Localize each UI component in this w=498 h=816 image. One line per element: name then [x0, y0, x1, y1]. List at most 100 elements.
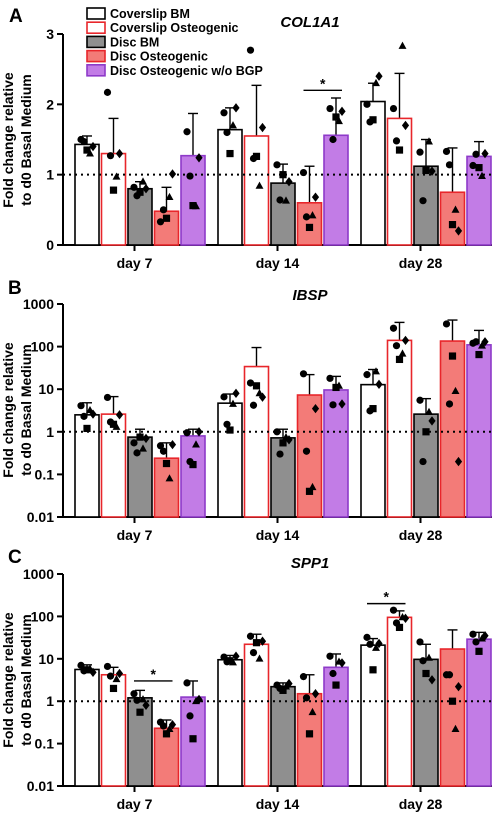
data-point [454, 682, 463, 692]
bar [74, 668, 100, 787]
data-point [89, 141, 97, 152]
data-point [189, 735, 197, 743]
data-point [308, 211, 317, 219]
data-point [389, 324, 398, 332]
data-point [419, 457, 427, 466]
data-point [192, 201, 200, 210]
data-point [472, 150, 480, 158]
bar [296, 394, 323, 518]
data-point [156, 218, 165, 226]
data-point [258, 636, 267, 646]
bar [466, 638, 492, 787]
bar [386, 117, 413, 246]
data-point [338, 106, 346, 117]
data-point [89, 667, 97, 677]
y-tick-label: 1 [46, 424, 54, 440]
legend-swatch [86, 7, 106, 20]
y-tick-label: 100 [31, 608, 55, 624]
data-point [369, 116, 377, 124]
data-point [279, 171, 287, 179]
legend-label: Disc Osteogenic [110, 50, 208, 64]
data-point [416, 638, 424, 646]
data-point [469, 630, 477, 638]
bar [100, 152, 127, 246]
y-tick-label: 2 [46, 96, 54, 112]
data-point [442, 147, 451, 156]
bar [217, 658, 243, 787]
data-point [232, 388, 240, 399]
data-point [162, 214, 171, 222]
data-point [395, 623, 404, 632]
data-point [469, 161, 477, 170]
data-point [223, 420, 231, 428]
chart-title: IBSP [292, 287, 328, 304]
data-point [258, 392, 267, 402]
data-point [332, 681, 340, 689]
data-point [375, 638, 383, 649]
data-point [311, 403, 320, 414]
bar [127, 187, 153, 246]
data-point [442, 320, 451, 328]
data-point [229, 658, 237, 666]
y-axis-label-line: Fold change relative [0, 342, 16, 478]
data-point [106, 152, 115, 160]
data-point [252, 152, 261, 160]
data-point [451, 386, 460, 395]
bar [243, 135, 270, 246]
data-point [445, 400, 454, 408]
data-point [363, 633, 371, 641]
data-point [80, 138, 88, 146]
bar [360, 100, 386, 246]
data-point [109, 186, 118, 194]
data-point [168, 719, 177, 730]
y-axis-label: Fold change relative to d0 Basal Medium [0, 72, 34, 208]
data-point [115, 148, 124, 159]
data-point [112, 674, 121, 683]
data-point [279, 686, 287, 694]
x-tick-label: day 7 [117, 255, 153, 271]
data-point [375, 71, 383, 81]
y-tick-label: 10 [38, 651, 54, 667]
data-point [142, 433, 150, 444]
data-point [89, 409, 97, 419]
legend-swatch [86, 21, 106, 35]
y-tick-label: 0 [46, 237, 54, 253]
data-point [311, 689, 320, 699]
bar [180, 435, 206, 518]
y-tick-label: 1 [46, 167, 54, 183]
data-point [401, 335, 410, 346]
data-point [183, 679, 191, 687]
data-point [472, 338, 480, 346]
data-point [142, 700, 150, 710]
data-point [305, 223, 314, 232]
data-point [136, 433, 144, 441]
data-point [302, 447, 311, 455]
legend-label: Coverslip BM [110, 7, 190, 21]
data-point [428, 416, 436, 426]
data-point [112, 172, 121, 180]
y-tick-label: 1 [46, 693, 54, 709]
data-point [329, 401, 337, 409]
data-point [223, 128, 231, 137]
bar [153, 457, 180, 518]
data-point [77, 661, 85, 669]
legend-label: Disc Osteogenic w/o BGP [110, 64, 263, 78]
x-tick-label: day 28 [399, 527, 443, 543]
data-point [106, 672, 115, 680]
data-point [422, 428, 430, 436]
data-point [366, 640, 374, 648]
data-point [273, 161, 281, 169]
data-point [186, 712, 194, 720]
data-point [335, 116, 343, 125]
data-point [451, 205, 460, 213]
data-point [422, 669, 430, 678]
panel-B: B IBSP Fold change relative to d0 Basal Med… [0, 278, 492, 543]
y-axis-label-line: to d0 Basal Medium [18, 344, 34, 475]
data-point [326, 374, 334, 382]
data-point [255, 181, 264, 189]
data-point [401, 120, 410, 131]
data-point [189, 460, 197, 469]
data-point [428, 166, 436, 176]
data-point [451, 724, 460, 732]
